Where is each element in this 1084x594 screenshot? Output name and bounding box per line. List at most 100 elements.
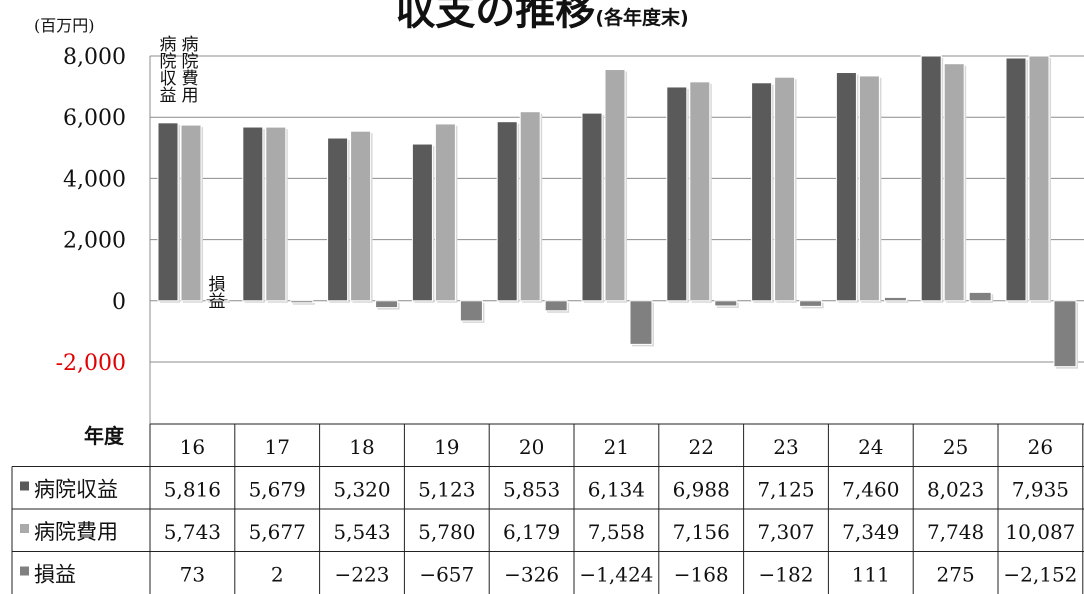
y-tick-label: 6,000	[63, 106, 126, 131]
bar-revenue	[157, 122, 179, 302]
svg-text:用: 用	[182, 86, 199, 106]
chart-title: 収支の推移(各年度末)	[0, 0, 1084, 36]
table-cell: 7,125	[757, 478, 814, 502]
bar-profit	[1053, 300, 1077, 368]
bar-expense	[689, 81, 711, 302]
bar-profit	[883, 296, 907, 302]
year-cell: 25	[943, 435, 968, 459]
year-cell: 22	[688, 435, 713, 459]
year-cell: 20	[519, 435, 544, 459]
bar-expense	[434, 123, 456, 302]
table-cell: 2	[271, 563, 284, 587]
table-cell: 111	[852, 563, 890, 587]
svg-text:益: 益	[160, 86, 177, 106]
table-cell: 73	[180, 563, 205, 587]
bar-expense	[858, 75, 880, 302]
legend-swatch	[20, 566, 29, 576]
row-header: 病院収益	[34, 478, 118, 502]
table-cell: −168	[674, 563, 729, 587]
bar-profit	[968, 291, 992, 302]
table-cell: 5,679	[249, 478, 306, 502]
data-table: 16 17 18 19 20 21 22 23 24 25 26 病院収益 5,816 5,679 5,32…	[11, 423, 1084, 594]
row-header: 損益	[34, 563, 76, 587]
bar-profit	[459, 300, 483, 322]
table-cell: −1,424	[579, 563, 653, 587]
inline-vertical-label: 損益	[209, 275, 226, 312]
y-tick-label: -2,000	[56, 351, 126, 376]
table-cell: 7,748	[927, 520, 984, 544]
svg-text:院: 院	[160, 52, 177, 72]
bar-shadow	[208, 300, 230, 303]
table-cell: 7,460	[842, 478, 899, 502]
bar-profit	[629, 300, 653, 345]
year-cell: 23	[773, 435, 798, 459]
y-tick-label: 2,000	[63, 229, 126, 254]
table-cell: 7,935	[1012, 478, 1069, 502]
table-cell: 5,780	[418, 520, 475, 544]
table-cell: 7,349	[842, 520, 899, 544]
table-cell: 5,816	[164, 478, 221, 502]
table-cell: −182	[759, 563, 814, 587]
svg-text:費: 費	[182, 69, 199, 89]
y-axis-unit: (百万円)	[34, 16, 95, 35]
inline-vertical-label: 病院収益	[160, 35, 177, 106]
legend-swatch	[20, 481, 29, 491]
svg-text:院: 院	[182, 52, 199, 72]
table-cell: −326	[504, 563, 559, 587]
table-cell: 5,853	[503, 478, 560, 502]
chart-title-main: 収支の推移	[395, 0, 596, 34]
bar-series	[157, 55, 1078, 369]
bar-profit	[290, 300, 314, 304]
bar-expense	[350, 130, 372, 302]
bar-expense	[180, 124, 202, 302]
bar-revenue	[920, 55, 942, 302]
svg-text:病: 病	[182, 35, 199, 55]
table-cell: 5,543	[333, 520, 390, 544]
bar-expense	[604, 69, 626, 302]
table-cell: 7,307	[757, 520, 814, 544]
table-cell: 5,123	[418, 478, 475, 502]
svg-text:益: 益	[209, 292, 226, 312]
bar-revenue	[327, 137, 349, 302]
y-tick-label: 4,000	[63, 167, 126, 192]
table-cell: 6,988	[673, 478, 730, 502]
bar-revenue	[496, 121, 518, 302]
bar-profit	[205, 298, 229, 302]
bar-profit	[544, 300, 568, 312]
svg-text:損: 損	[209, 275, 226, 295]
year-cell: 26	[1028, 435, 1053, 459]
bar-expense	[519, 111, 541, 302]
table-cell: 5,743	[164, 520, 221, 544]
table-cell: 5,677	[249, 520, 306, 544]
table-cell: 6,134	[588, 478, 645, 502]
bar-revenue	[666, 86, 688, 302]
bar-revenue	[751, 82, 773, 302]
table-cell: 7,156	[673, 520, 730, 544]
row-header: 病院費用	[34, 520, 118, 544]
bar-profit	[799, 300, 823, 307]
table-cell: −223	[335, 563, 390, 587]
y-axis-labels: 8,000 6,000 4,000 2,000 0 -2,000	[56, 45, 126, 376]
chart-title-sub: (各年度末)	[595, 7, 689, 29]
bar-revenue	[1005, 57, 1027, 302]
year-cell: 16	[180, 435, 205, 459]
bar-expense	[943, 63, 965, 302]
bar-profit	[714, 300, 738, 307]
bar-revenue	[411, 143, 433, 302]
bar-expense	[774, 76, 796, 302]
bar-revenue	[581, 112, 603, 302]
year-cell: 17	[264, 435, 289, 459]
table-cell: 275	[937, 563, 975, 587]
table-cell: 7,558	[588, 520, 645, 544]
bar-shadow	[292, 302, 315, 305]
y-tick-label: 8,000	[63, 45, 126, 70]
inline-vertical-label: 病院費用	[182, 35, 199, 106]
y-tick-label: 0	[112, 290, 126, 315]
bar-expense	[265, 126, 287, 302]
year-cell: 24	[858, 435, 883, 459]
svg-text:収: 収	[160, 69, 177, 89]
bar-profit	[375, 300, 399, 309]
bar-revenue	[242, 126, 264, 302]
